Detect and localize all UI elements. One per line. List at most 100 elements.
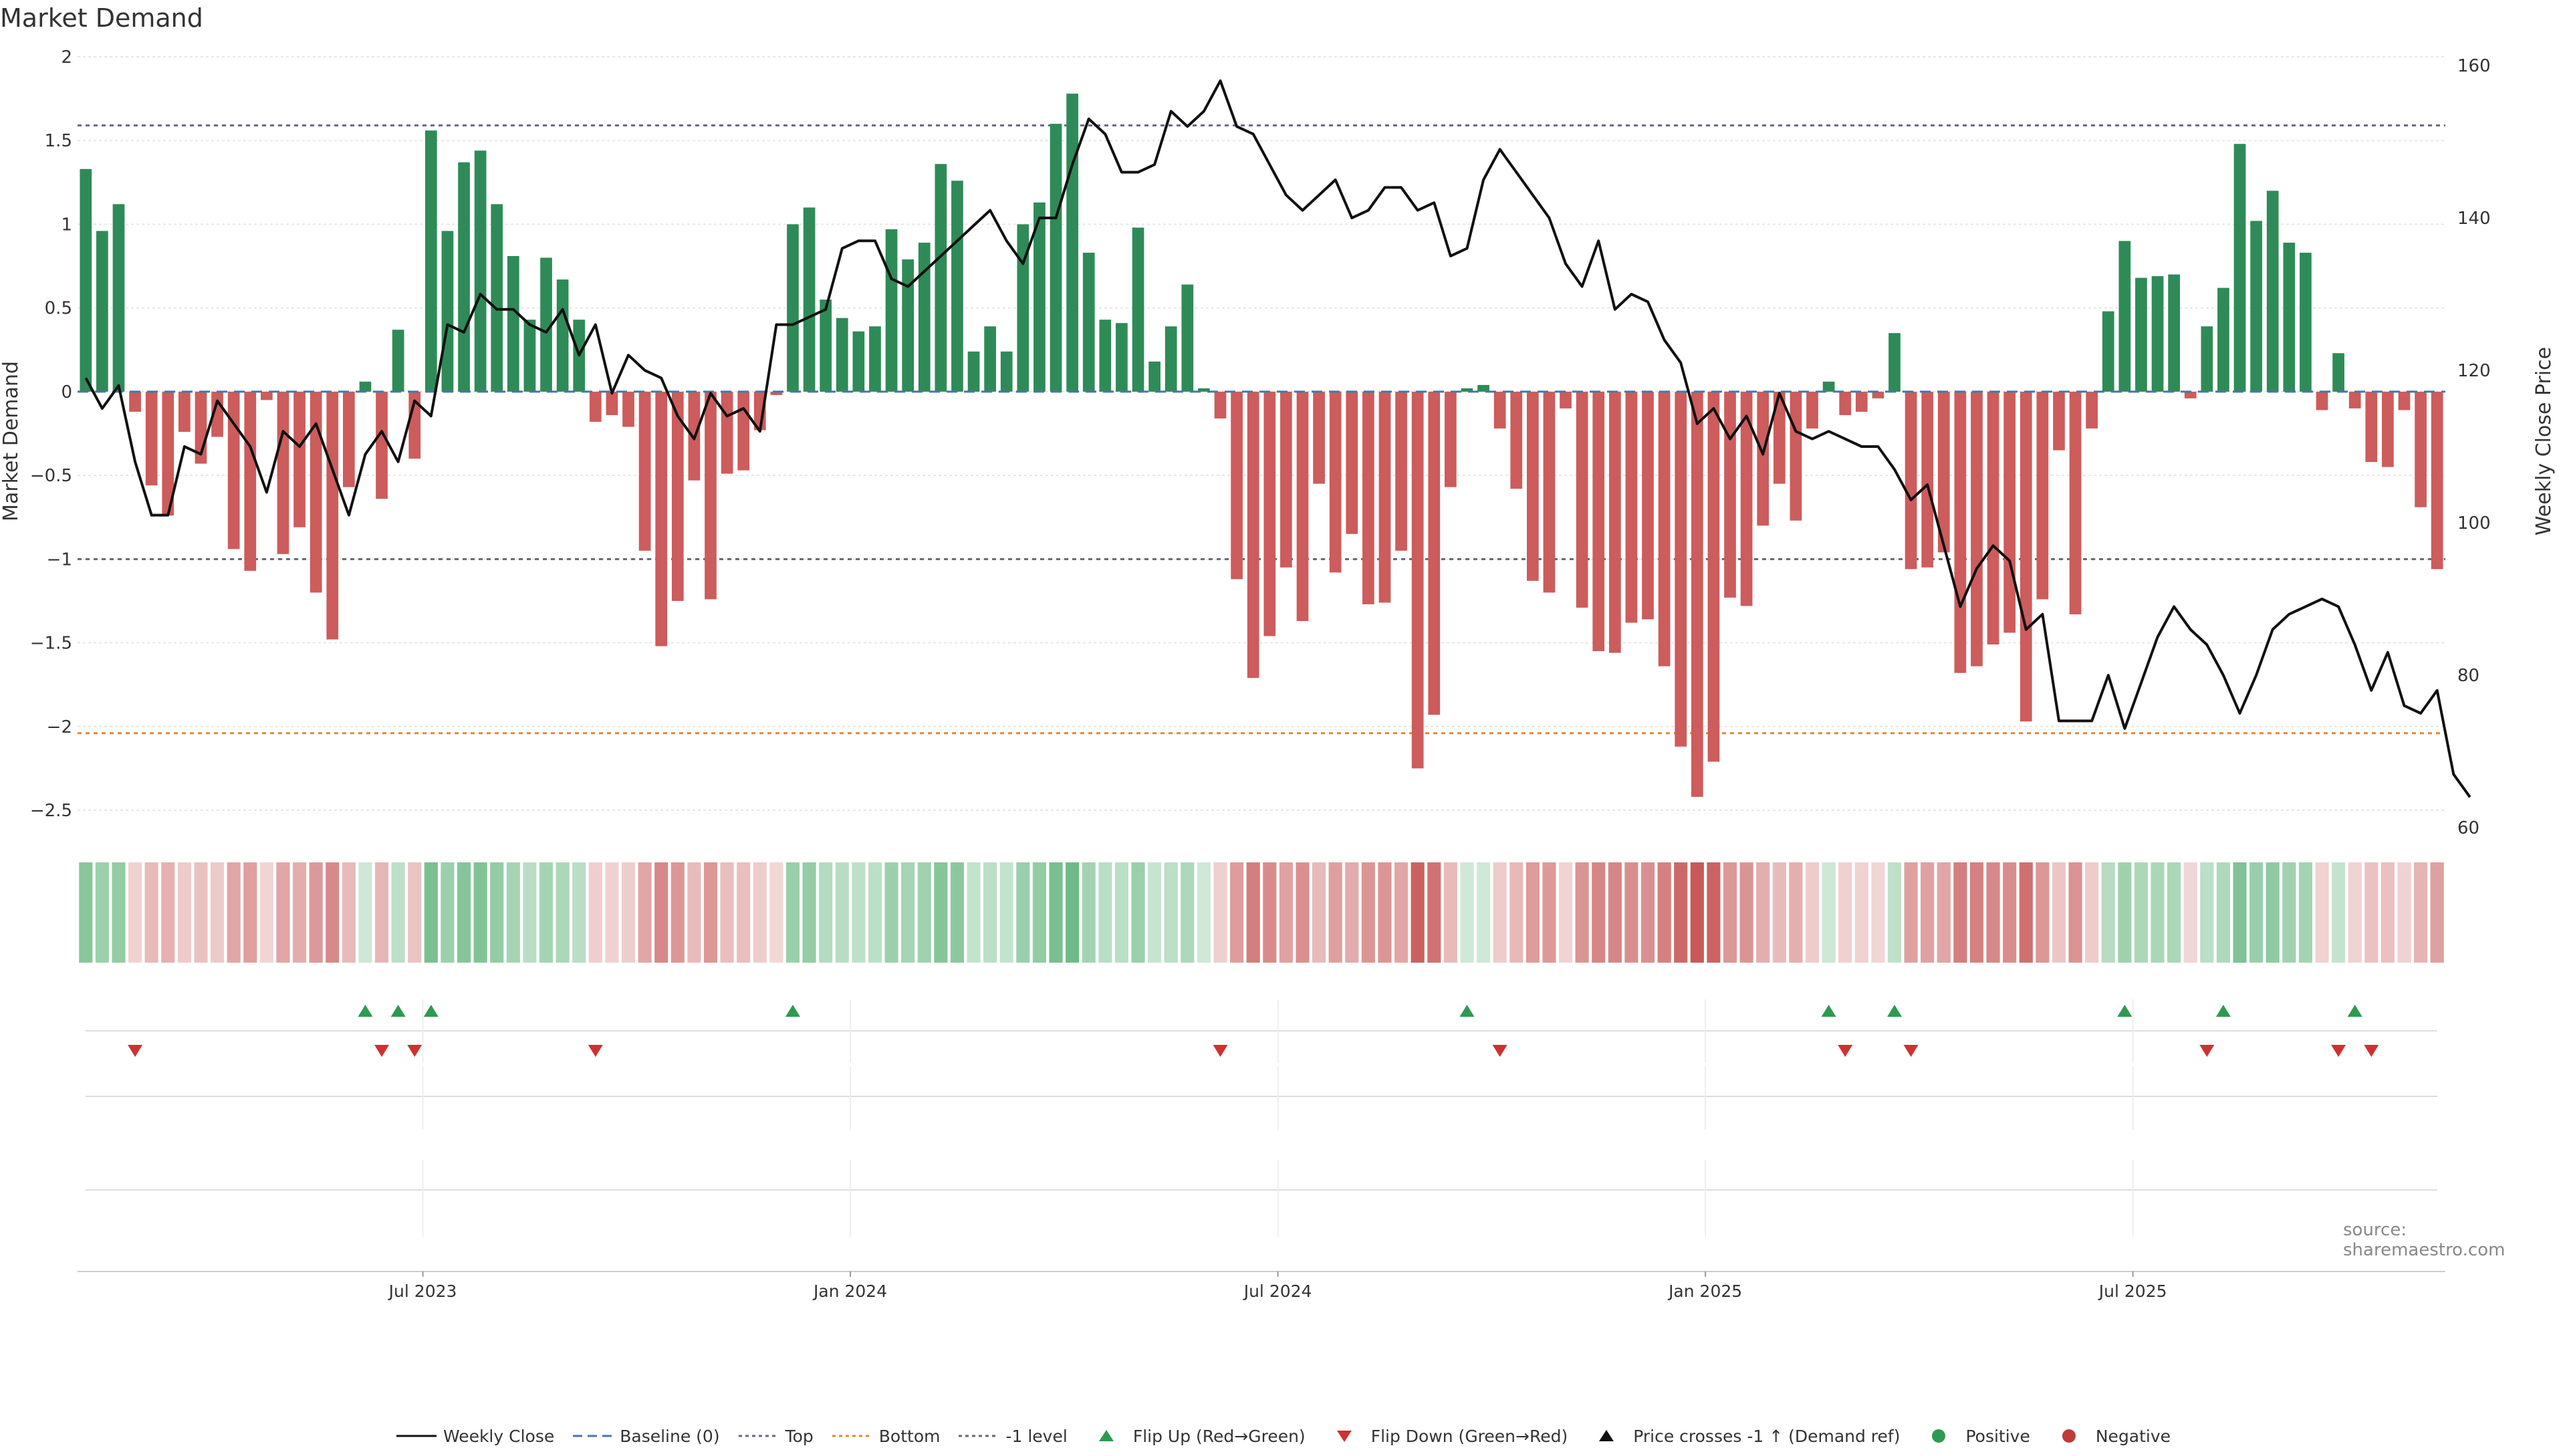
y-axis-right: 160 140 120 100 80 60 <box>2457 56 2491 838</box>
demand-bar <box>1675 391 1687 747</box>
heat-cell <box>1690 862 1704 963</box>
demand-bar <box>2201 326 2213 392</box>
heat-cell <box>934 862 948 963</box>
y-tick-label: −1 <box>47 550 72 570</box>
y2-tick-label: 100 <box>2457 513 2491 533</box>
heat-cell <box>2167 862 2181 963</box>
y-tick-label: 0.5 <box>45 299 72 319</box>
heat-cell <box>785 862 800 963</box>
legend-swatch-icon <box>1599 1430 1614 1441</box>
demand-bar <box>638 391 651 551</box>
heat-cell <box>703 862 718 963</box>
y-tick-label: 1.5 <box>45 131 72 151</box>
heat-cell <box>901 862 915 963</box>
heat-cell <box>473 862 487 963</box>
demand-bar <box>1378 391 1391 603</box>
heat-cell <box>259 862 273 963</box>
heat-cell <box>2151 862 2165 963</box>
heat-cell <box>1657 862 1671 963</box>
demand-bar <box>1806 391 1818 429</box>
heat-cell <box>1969 862 1984 963</box>
demand-bar <box>244 391 257 571</box>
demand-bar <box>2151 276 2164 392</box>
y-tick-label: −0.5 <box>30 466 72 486</box>
demand-bar <box>441 231 454 392</box>
heat-cell <box>1525 862 1540 963</box>
demand-bar <box>1905 391 1917 570</box>
demand-bar <box>178 391 191 432</box>
demand-bar <box>145 391 158 486</box>
demand-bar <box>820 299 832 392</box>
demand-bar <box>902 259 914 392</box>
demand-bar <box>491 204 503 392</box>
demand-bar <box>310 391 322 593</box>
heat-cell <box>1066 862 1080 963</box>
heat-cell <box>2430 862 2444 963</box>
demand-bar <box>1790 391 1802 521</box>
demand-bar <box>705 391 717 600</box>
demand-bar <box>556 279 569 392</box>
demand-bar <box>967 351 980 392</box>
heat-cell <box>1640 862 1655 963</box>
heat-cell <box>2118 862 2132 963</box>
legend-label: Weekly Close <box>443 1426 555 1446</box>
heat-cell <box>687 862 701 963</box>
heat-cell <box>1148 862 1162 963</box>
heat-cell <box>441 862 455 963</box>
heat-cell <box>1213 862 1227 963</box>
demand-bar <box>1362 391 1374 604</box>
demand-bar <box>2003 391 2016 633</box>
demand-bar <box>935 164 947 392</box>
heat-cell <box>769 862 783 963</box>
flip-up-marker <box>1821 1005 1836 1017</box>
flip-down-marker <box>1213 1045 1228 1057</box>
heat-cell <box>1805 862 1820 963</box>
demand-bar <box>1839 391 1852 415</box>
demand-bar <box>671 391 684 601</box>
heat-cell <box>326 862 340 963</box>
demand-bar <box>2382 391 2394 467</box>
demand-bar <box>424 130 437 392</box>
demand-bar <box>458 162 470 392</box>
empty-panels <box>86 1066 2437 1237</box>
demand-bar <box>2118 241 2131 392</box>
heat-cell <box>1230 862 1244 963</box>
heat-cell <box>457 862 471 963</box>
heat-cell <box>1378 862 1392 963</box>
demand-bar <box>1971 391 1983 666</box>
heat-cell <box>1345 862 1359 963</box>
demand-bar <box>1740 391 1753 606</box>
demand-bar <box>2168 274 2181 392</box>
flip-up-marker <box>2215 1005 2231 1017</box>
legend-item: Flip Down (Green→Red) <box>1324 1427 1568 1446</box>
demand-bar <box>1214 391 1227 418</box>
heat-cell <box>408 862 422 963</box>
legend-swatch-icon <box>738 1435 779 1437</box>
demand-bar <box>1148 361 1160 392</box>
demand-bar <box>2250 221 2262 392</box>
flip-down-marker <box>374 1045 390 1057</box>
heat-cell <box>1822 862 1836 963</box>
flip-down-marker <box>2364 1045 2379 1057</box>
demand-bar <box>1477 384 1489 392</box>
demand-bar <box>523 320 536 392</box>
demand-bar <box>2316 391 2328 410</box>
demand-bar <box>803 207 816 392</box>
heat-cell <box>1493 862 1507 963</box>
demand-bar <box>1493 391 1506 429</box>
flip-down-marker <box>1838 1045 1853 1057</box>
heat-cell <box>1476 862 1491 963</box>
heat-cell <box>1739 862 1753 963</box>
heat-cell <box>358 862 372 963</box>
demand-bar <box>1132 227 1144 392</box>
heat-cell <box>1608 862 1622 963</box>
heat-cell <box>2249 862 2264 963</box>
demand-bar <box>326 391 339 640</box>
flip-up-marker <box>785 1005 800 1017</box>
demand-bar <box>655 391 668 646</box>
legend-item: Price crosses -1 ↑ (Demand ref) <box>1586 1427 1900 1446</box>
heat-cell <box>884 862 898 963</box>
heat-cell <box>950 862 965 963</box>
demand-bar <box>392 330 404 392</box>
y-tick-label: 2 <box>61 47 72 68</box>
